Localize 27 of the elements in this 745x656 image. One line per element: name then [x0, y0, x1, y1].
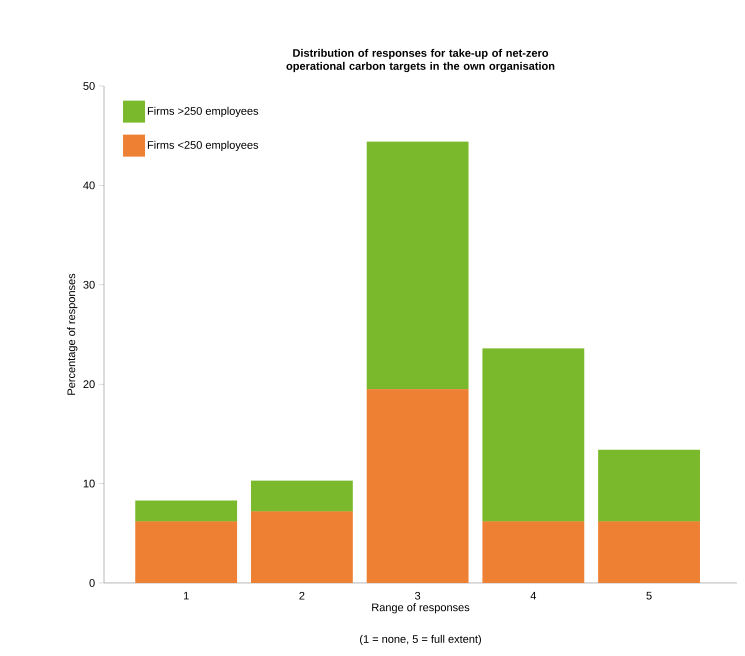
y-axis-title: Percentage of responses	[67, 274, 78, 395]
bar	[135, 500, 238, 522]
y-tick-label: 30	[83, 280, 95, 289]
y-tick-label: 0	[89, 579, 95, 587]
x-axis-title: Range of responses	[372, 603, 470, 614]
y-tick-label: 50	[83, 82, 95, 90]
x-tick-label: 5	[646, 592, 652, 600]
bar	[366, 389, 469, 583]
text: (1 = none, 5 = full extent)	[360, 634, 481, 646]
bar	[482, 521, 584, 583]
bar	[366, 142, 469, 390]
legend-label: Firms <250 employees	[148, 140, 258, 152]
bar	[598, 450, 700, 522]
y-tick-label: 10	[84, 480, 95, 488]
y-tick-label: 40	[83, 181, 95, 190]
bar	[482, 348, 584, 522]
legend-label: Firms >250 employees	[148, 106, 258, 118]
chart-title: Distribution of responses for take-up of net-zero operational carbon targets in the own organisation	[286, 48, 554, 72]
x-tick-label: 2	[299, 592, 304, 600]
bar	[250, 480, 353, 512]
y-tick-label: 20	[83, 380, 95, 388]
x-tick-label: 1	[184, 592, 189, 600]
bar	[598, 521, 700, 583]
bar	[250, 511, 353, 583]
x-tick-label: 4	[530, 592, 536, 600]
bar	[135, 521, 238, 583]
x-tick-label: 3	[414, 592, 420, 600]
